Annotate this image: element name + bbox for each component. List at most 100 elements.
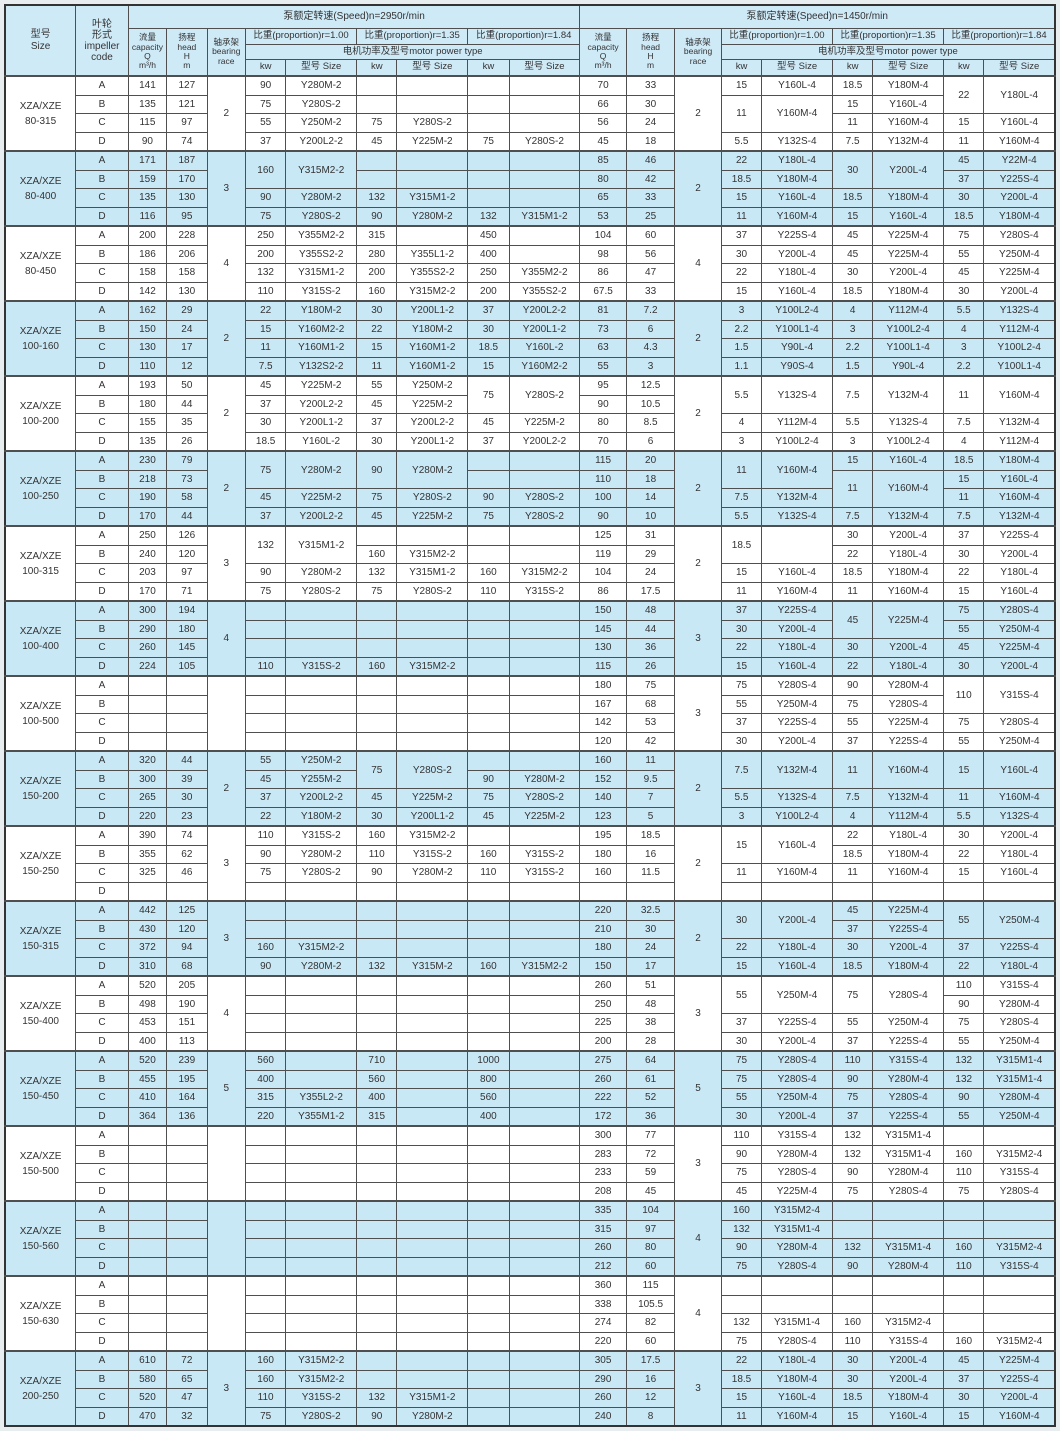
cell: 44 [625, 619, 676, 639]
cell [467, 750, 510, 771]
cell [244, 731, 287, 752]
cell: 25 [625, 206, 676, 227]
cell: 160 [943, 1144, 985, 1164]
cell: 26 [625, 656, 676, 677]
cell [396, 1163, 469, 1183]
impeller-code-cell: A [75, 1200, 129, 1221]
cell: 60 [625, 1256, 676, 1277]
impeller-code-cell: B [75, 1144, 129, 1164]
pump-size-cell: XZA/XZE 150-200 [4, 750, 77, 827]
cell: 155 [127, 413, 168, 433]
cell: 110 [467, 581, 510, 602]
cell: 18.5 [244, 431, 287, 452]
cell: 315 [244, 1088, 287, 1108]
cell [356, 1275, 398, 1296]
cell [396, 1144, 469, 1164]
cell [285, 1219, 358, 1239]
table-row: B 455 195 400 560 800 260 61 75 Y280S-4 90 Y280M-4 1… [5, 1069, 1056, 1089]
cell: Y280M-2 [285, 188, 358, 208]
cell: 26 [166, 431, 208, 452]
cell: 115 [127, 113, 168, 133]
pump-size-cell: XZA/XZE 100-160 [4, 300, 77, 377]
cell [467, 1031, 510, 1052]
cell [244, 975, 287, 996]
cell: 37 [943, 169, 985, 189]
cell [983, 1294, 1056, 1314]
cell [244, 1313, 287, 1333]
cell: 210 [579, 919, 627, 939]
cell: 36 [625, 638, 676, 658]
cell: 90 [943, 1088, 985, 1108]
impeller-code-cell: D [75, 506, 129, 527]
cell: 37 [720, 1013, 763, 1033]
header-speed-1450: 泵额定转速(Speed)n=1450r/min [579, 4, 1056, 29]
cell [508, 656, 581, 677]
cell [166, 1275, 208, 1296]
cell [356, 1144, 398, 1164]
cell [396, 881, 469, 902]
cell: Y180M-4 [872, 281, 945, 302]
cell: 37 [943, 938, 985, 958]
cell [356, 675, 398, 696]
cell: 22 [831, 656, 874, 677]
cell [943, 1294, 985, 1314]
cell [356, 638, 398, 658]
cell: 233 [579, 1163, 627, 1183]
cell [396, 713, 469, 733]
cell: 62 [166, 844, 208, 864]
cell: 30 [720, 731, 763, 752]
cell: 18.5 [831, 844, 874, 864]
cell [467, 675, 510, 696]
table-row: C 265 30 37 Y200L2-2 45 Y225M-2 75 Y280S-2 140 7 5.… [5, 788, 1056, 808]
cell: 11 [720, 94, 763, 133]
cell: 15 [943, 863, 985, 883]
cell: 90 [831, 1256, 874, 1277]
cell [508, 225, 581, 246]
cell: 2 [674, 525, 722, 602]
cell: 18.5 [720, 1369, 763, 1389]
impeller-code-cell: D [75, 431, 129, 452]
cell: 30 [831, 1350, 874, 1371]
cell: Y225M-2 [396, 394, 469, 414]
cell [356, 1163, 398, 1183]
cell: Y160M1-2 [396, 356, 469, 377]
cell [396, 1275, 469, 1296]
table-row: C 130 17 11 Y160M1-2 15 Y160M1-2 18.5 Y160L-2 63 4… [5, 338, 1056, 358]
table-row: B 150 24 15 Y160M2-2 22 Y180M-2 30 Y200L1-2 73 6 2.… [5, 319, 1056, 339]
cell: Y100L2-4 [761, 300, 833, 321]
cell: 75 [244, 450, 287, 489]
cell [285, 994, 358, 1014]
cell: 15 [720, 281, 763, 302]
cell [396, 169, 469, 189]
cell [467, 150, 510, 171]
cell [872, 881, 945, 902]
cell: 132 [244, 263, 287, 283]
cell [508, 919, 581, 939]
cell: Y160M-4 [761, 206, 833, 227]
cell: 7.5 [943, 413, 985, 433]
cell [508, 638, 581, 658]
table-row: C 410 164 315 Y355L2-2 400 560 222 52 55 Y250M-4 75… [5, 1088, 1056, 1108]
cell: 32 [166, 1406, 208, 1427]
cell: 7.5 [831, 506, 874, 527]
cell: 18.5 [943, 206, 985, 227]
cell: 150 [579, 600, 627, 621]
cell [396, 938, 469, 958]
cell [508, 600, 581, 621]
cell: 152 [579, 769, 627, 789]
cell: Y280S-4 [872, 975, 945, 1014]
impeller-code-cell: D [75, 1331, 129, 1352]
cell: 30 [166, 788, 208, 808]
cell: 142 [579, 713, 627, 733]
cell [244, 1144, 287, 1164]
cell: 180 [166, 619, 208, 639]
cell: 300 [579, 1125, 627, 1146]
pump-size-cell: XZA/XZE 150-560 [4, 1200, 77, 1277]
cell [396, 1106, 469, 1127]
cell: 90 [127, 131, 168, 152]
cell: 110 [244, 281, 287, 302]
cell: 140 [579, 788, 627, 808]
cell [166, 1238, 208, 1258]
cell: 30 [356, 431, 398, 452]
cell: Y180M-4 [872, 75, 945, 96]
